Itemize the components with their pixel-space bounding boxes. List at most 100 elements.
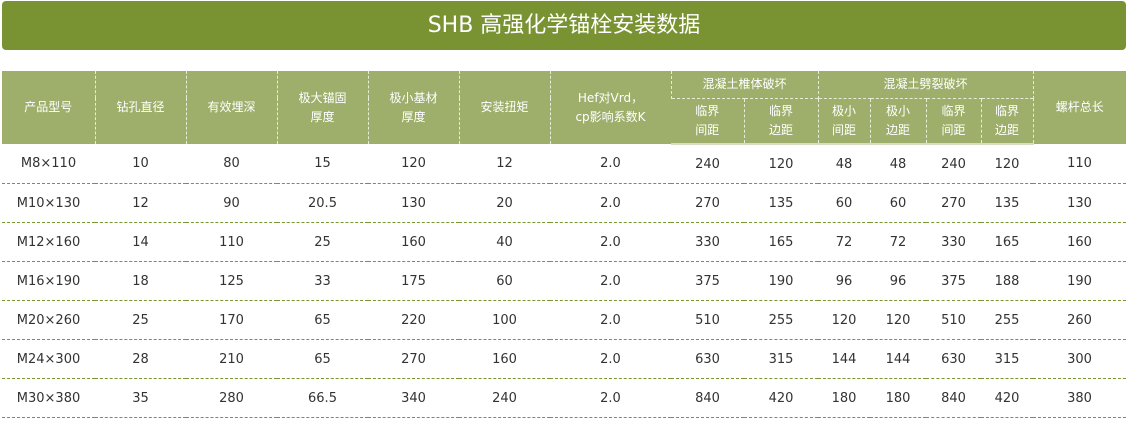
table-cell: 65 (277, 339, 368, 379)
header-line: 极大锚固 (298, 90, 347, 105)
table-cell: 420 (744, 378, 819, 418)
table-cell: 25 (95, 300, 186, 340)
table-cell: 165 (981, 222, 1034, 262)
table-cell: 220 (368, 300, 459, 340)
table-cell: 60 (818, 183, 871, 223)
table-cell: 33 (277, 261, 368, 301)
table-cell: 135 (744, 183, 819, 223)
table-cell: M16×190 (2, 261, 95, 301)
table-cell: 340 (368, 378, 459, 418)
table-cell: 630 (671, 339, 744, 379)
table-cell: 48 (818, 144, 871, 184)
table-cell: 280 (186, 378, 277, 418)
table-cell: 60 (870, 183, 927, 223)
table-cell: 510 (926, 300, 982, 340)
table-cell: 315 (981, 339, 1034, 379)
header-max-thickness: 极大锚固 厚度 (276, 71, 368, 144)
table-cell: 170 (186, 300, 277, 340)
table-cell: 2.0 (550, 378, 671, 418)
table-cell: 25 (277, 222, 368, 262)
header-line: 边距 (995, 122, 1020, 137)
table-cell: 10 (95, 144, 186, 184)
table-cell: 144 (818, 339, 871, 379)
table-cell: 110 (1033, 144, 1127, 184)
table-cell: 840 (671, 378, 744, 418)
header-length: 螺杆总长 (1032, 71, 1127, 144)
table-cell: 12 (95, 183, 186, 223)
table-cell: 12 (459, 144, 550, 184)
header-min-base: 极小基材 厚度 (367, 71, 459, 144)
table-cell: 48 (870, 144, 927, 184)
table-cell: M20×260 (2, 300, 95, 340)
subheader: 极小 边距 (869, 97, 927, 145)
subheader: 临界 边距 (980, 97, 1034, 145)
table-cell: 96 (818, 261, 871, 301)
table-cell: 2.0 (550, 183, 671, 223)
header-line: 间距 (941, 122, 966, 137)
header-line: 极小 (832, 103, 857, 118)
table-cell: 180 (870, 378, 927, 418)
table-cell: 240 (459, 378, 550, 418)
table-cell: 315 (744, 339, 819, 379)
table-cell: 72 (818, 222, 871, 262)
header-torque: 安装扭矩 (458, 71, 550, 144)
table-cell: 60 (459, 261, 550, 301)
header-line: 临界 (695, 103, 720, 118)
table-cell: 270 (368, 339, 459, 379)
table-cell: 110 (186, 222, 277, 262)
table-cell: 420 (981, 378, 1034, 418)
header-line: 边距 (769, 122, 794, 137)
header-line: 边距 (886, 122, 911, 137)
table-cell: 120 (981, 144, 1034, 184)
table-row: M8×110 10 80 15 120 12 2.0 240 120 48 48 240 120 110 (2, 144, 1127, 184)
table-cell: 130 (368, 183, 459, 223)
table-cell: 100 (459, 300, 550, 340)
table-cell: 240 (671, 144, 744, 184)
table-cell: 2.0 (550, 261, 671, 301)
table-cell: 120 (870, 300, 927, 340)
table-cell: 160 (459, 339, 550, 379)
header-line: cp影响系数K (575, 109, 646, 124)
header-line: 厚度 (310, 109, 335, 124)
table-cell: 125 (186, 261, 277, 301)
table-cell: 80 (186, 144, 277, 184)
table-cell: 175 (368, 261, 459, 301)
table-cell: 28 (95, 339, 186, 379)
header-drill-diameter: 钻孔直径 (94, 71, 186, 144)
table-cell: 130 (1033, 183, 1127, 223)
header-line: 临界 (995, 103, 1020, 118)
table-cell: 65 (277, 300, 368, 340)
table-cell: 2.0 (550, 300, 671, 340)
table-cell: 96 (870, 261, 927, 301)
table-cell: 144 (870, 339, 927, 379)
table-cell: 270 (671, 183, 744, 223)
table-cell: 630 (926, 339, 982, 379)
table-cell: 380 (1033, 378, 1127, 418)
table-cell: 840 (926, 378, 982, 418)
table-cell: 18 (95, 261, 186, 301)
table-row: M16×190 18 125 33 175 60 2.0 375 190 96 96 375 188 19… (2, 261, 1127, 301)
header-embed-depth: 有效埋深 (185, 71, 277, 144)
table-cell: 35 (95, 378, 186, 418)
table-cell: M8×110 (2, 144, 95, 184)
header-line: Hef对Vrd， (577, 90, 644, 105)
header-cone-failure: 混凝土椎体破坏 (670, 71, 819, 98)
table-row: M30×380 35 280 66.5 340 240 2.0 840 420 180 180 840… (2, 378, 1127, 418)
table-cell: 260 (1033, 300, 1127, 340)
table-cell: 300 (1033, 339, 1127, 379)
table-cell: M30×380 (2, 378, 95, 418)
table-cell: 14 (95, 222, 186, 262)
table-cell: M12×160 (2, 222, 95, 262)
table-cell: 255 (981, 300, 1034, 340)
table-cell: 120 (368, 144, 459, 184)
table-cell: M24×300 (2, 339, 95, 379)
subheader: 临界 间距 (925, 97, 982, 145)
table-cell: 180 (818, 378, 871, 418)
table-cell: 190 (744, 261, 819, 301)
header-hef: Hef对Vrd， cp影响系数K (549, 71, 671, 144)
header-line: 临界 (769, 103, 794, 118)
header-line: 临界 (941, 103, 966, 118)
table-cell: 20 (459, 183, 550, 223)
table-cell: 190 (1033, 261, 1127, 301)
header-line: 间距 (695, 122, 720, 137)
